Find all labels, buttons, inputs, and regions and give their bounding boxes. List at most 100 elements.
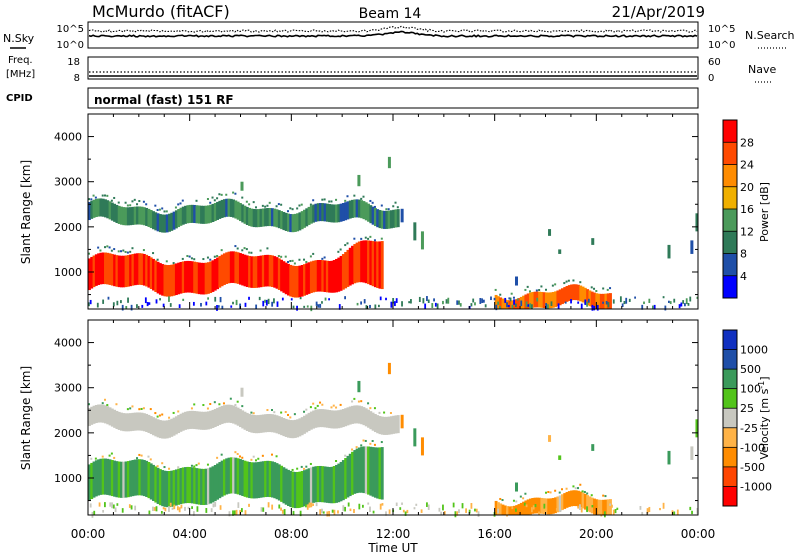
echo-cell bbox=[392, 209, 396, 228]
echo-cell bbox=[106, 406, 110, 425]
power-cbar-label: Power [dB] bbox=[758, 182, 771, 242]
echo-cell bbox=[88, 258, 91, 291]
echo-cell bbox=[195, 205, 199, 224]
echo-cell bbox=[335, 464, 338, 503]
echo-speckle bbox=[595, 290, 598, 293]
echo-speckle bbox=[129, 204, 132, 207]
clutter-cell bbox=[506, 510, 508, 517]
clutter-cell bbox=[216, 305, 218, 311]
echo-speckle bbox=[515, 500, 518, 503]
clutter-cell bbox=[344, 296, 346, 300]
echo-speckle bbox=[335, 459, 338, 462]
echo-cell bbox=[245, 461, 249, 498]
echo-speckle bbox=[273, 411, 276, 414]
echo-speckle bbox=[563, 282, 566, 285]
clutter-cell bbox=[102, 509, 105, 513]
clutter-cell bbox=[230, 305, 233, 308]
clutter-cell bbox=[337, 510, 339, 514]
echo-speckle bbox=[499, 293, 502, 296]
echo-cell bbox=[494, 294, 498, 309]
echo-cell bbox=[565, 492, 569, 508]
echo-cell bbox=[179, 413, 183, 432]
scattered-echo bbox=[387, 362, 391, 375]
echo-cell bbox=[346, 407, 350, 426]
echo-speckle bbox=[364, 439, 367, 442]
echo-cell bbox=[211, 203, 215, 222]
clutter-cell bbox=[164, 507, 167, 512]
echo-cell bbox=[190, 410, 194, 429]
echo-cell bbox=[597, 499, 601, 515]
echo-cell bbox=[170, 418, 174, 437]
echo-cell bbox=[216, 463, 219, 500]
echo-cell bbox=[271, 461, 274, 498]
echo-cell bbox=[583, 287, 587, 304]
echo-cell bbox=[277, 464, 281, 501]
echo-cell bbox=[245, 206, 249, 225]
echo-speckle bbox=[161, 207, 164, 210]
echo-speckle bbox=[216, 456, 219, 459]
echo-speckle bbox=[156, 465, 159, 468]
echo-cell bbox=[90, 256, 94, 289]
clutter-cell bbox=[495, 304, 498, 311]
echo-cell bbox=[284, 468, 288, 505]
echo-speckle bbox=[254, 206, 257, 209]
clutter-cell bbox=[141, 304, 144, 308]
echo-cell bbox=[544, 498, 548, 515]
echo-speckle bbox=[369, 407, 372, 410]
echo-cell bbox=[526, 293, 530, 309]
echo-cell bbox=[129, 254, 133, 287]
echo-cell bbox=[126, 413, 130, 432]
velocity-data bbox=[88, 362, 699, 518]
echo-region bbox=[88, 439, 384, 509]
clutter-cell bbox=[477, 511, 480, 517]
clutter-cell bbox=[454, 511, 457, 518]
echo-speckle bbox=[558, 491, 561, 494]
echo-cell bbox=[376, 415, 380, 434]
echo-cell bbox=[209, 204, 213, 223]
clutter-cell bbox=[159, 298, 161, 301]
echo-speckle bbox=[547, 490, 550, 493]
echo-speckle bbox=[133, 198, 136, 201]
echo-cell bbox=[152, 211, 155, 230]
echo-cell bbox=[120, 206, 123, 225]
echo-speckle bbox=[222, 402, 225, 405]
clutter-cell bbox=[452, 502, 455, 508]
clutter-cell bbox=[443, 511, 446, 515]
echo-speckle bbox=[241, 249, 244, 252]
echo-cell bbox=[389, 416, 393, 435]
echo-cell bbox=[190, 467, 194, 504]
echo-speckle bbox=[540, 285, 543, 288]
y-tick-label: 1000 bbox=[54, 472, 82, 485]
echo-cell bbox=[332, 204, 336, 223]
colorbar-segment bbox=[723, 164, 737, 188]
echo-cell bbox=[104, 199, 107, 218]
echo-region bbox=[88, 397, 400, 439]
echo-speckle bbox=[512, 499, 515, 502]
x-tick-label: 00:00 bbox=[71, 527, 106, 541]
echo-cell bbox=[97, 459, 101, 496]
echo-speckle bbox=[535, 289, 538, 292]
echo-cell bbox=[303, 470, 306, 507]
echo-cell bbox=[234, 251, 238, 284]
echo-cell bbox=[184, 467, 187, 504]
near-range-clutter bbox=[89, 502, 699, 518]
echo-speckle bbox=[126, 251, 129, 254]
echo-cell bbox=[501, 298, 505, 309]
clutter-cell bbox=[319, 303, 322, 308]
echo-cell bbox=[238, 253, 242, 285]
echo-cell bbox=[544, 292, 548, 309]
clutter-cell bbox=[333, 509, 336, 516]
echo-cell bbox=[280, 465, 284, 502]
echo-cell bbox=[325, 203, 329, 222]
echo-speckle bbox=[360, 444, 363, 447]
echo-speckle bbox=[494, 288, 497, 291]
clutter-cell bbox=[591, 304, 594, 311]
echo-speckle bbox=[369, 235, 372, 238]
echo-cell bbox=[348, 200, 352, 219]
clutter-cell bbox=[433, 298, 435, 302]
echo-speckle bbox=[229, 397, 232, 400]
echo-cell bbox=[378, 447, 382, 500]
clutter-cell bbox=[662, 502, 665, 509]
echo-cell bbox=[179, 262, 183, 294]
echo-speckle bbox=[220, 193, 223, 196]
